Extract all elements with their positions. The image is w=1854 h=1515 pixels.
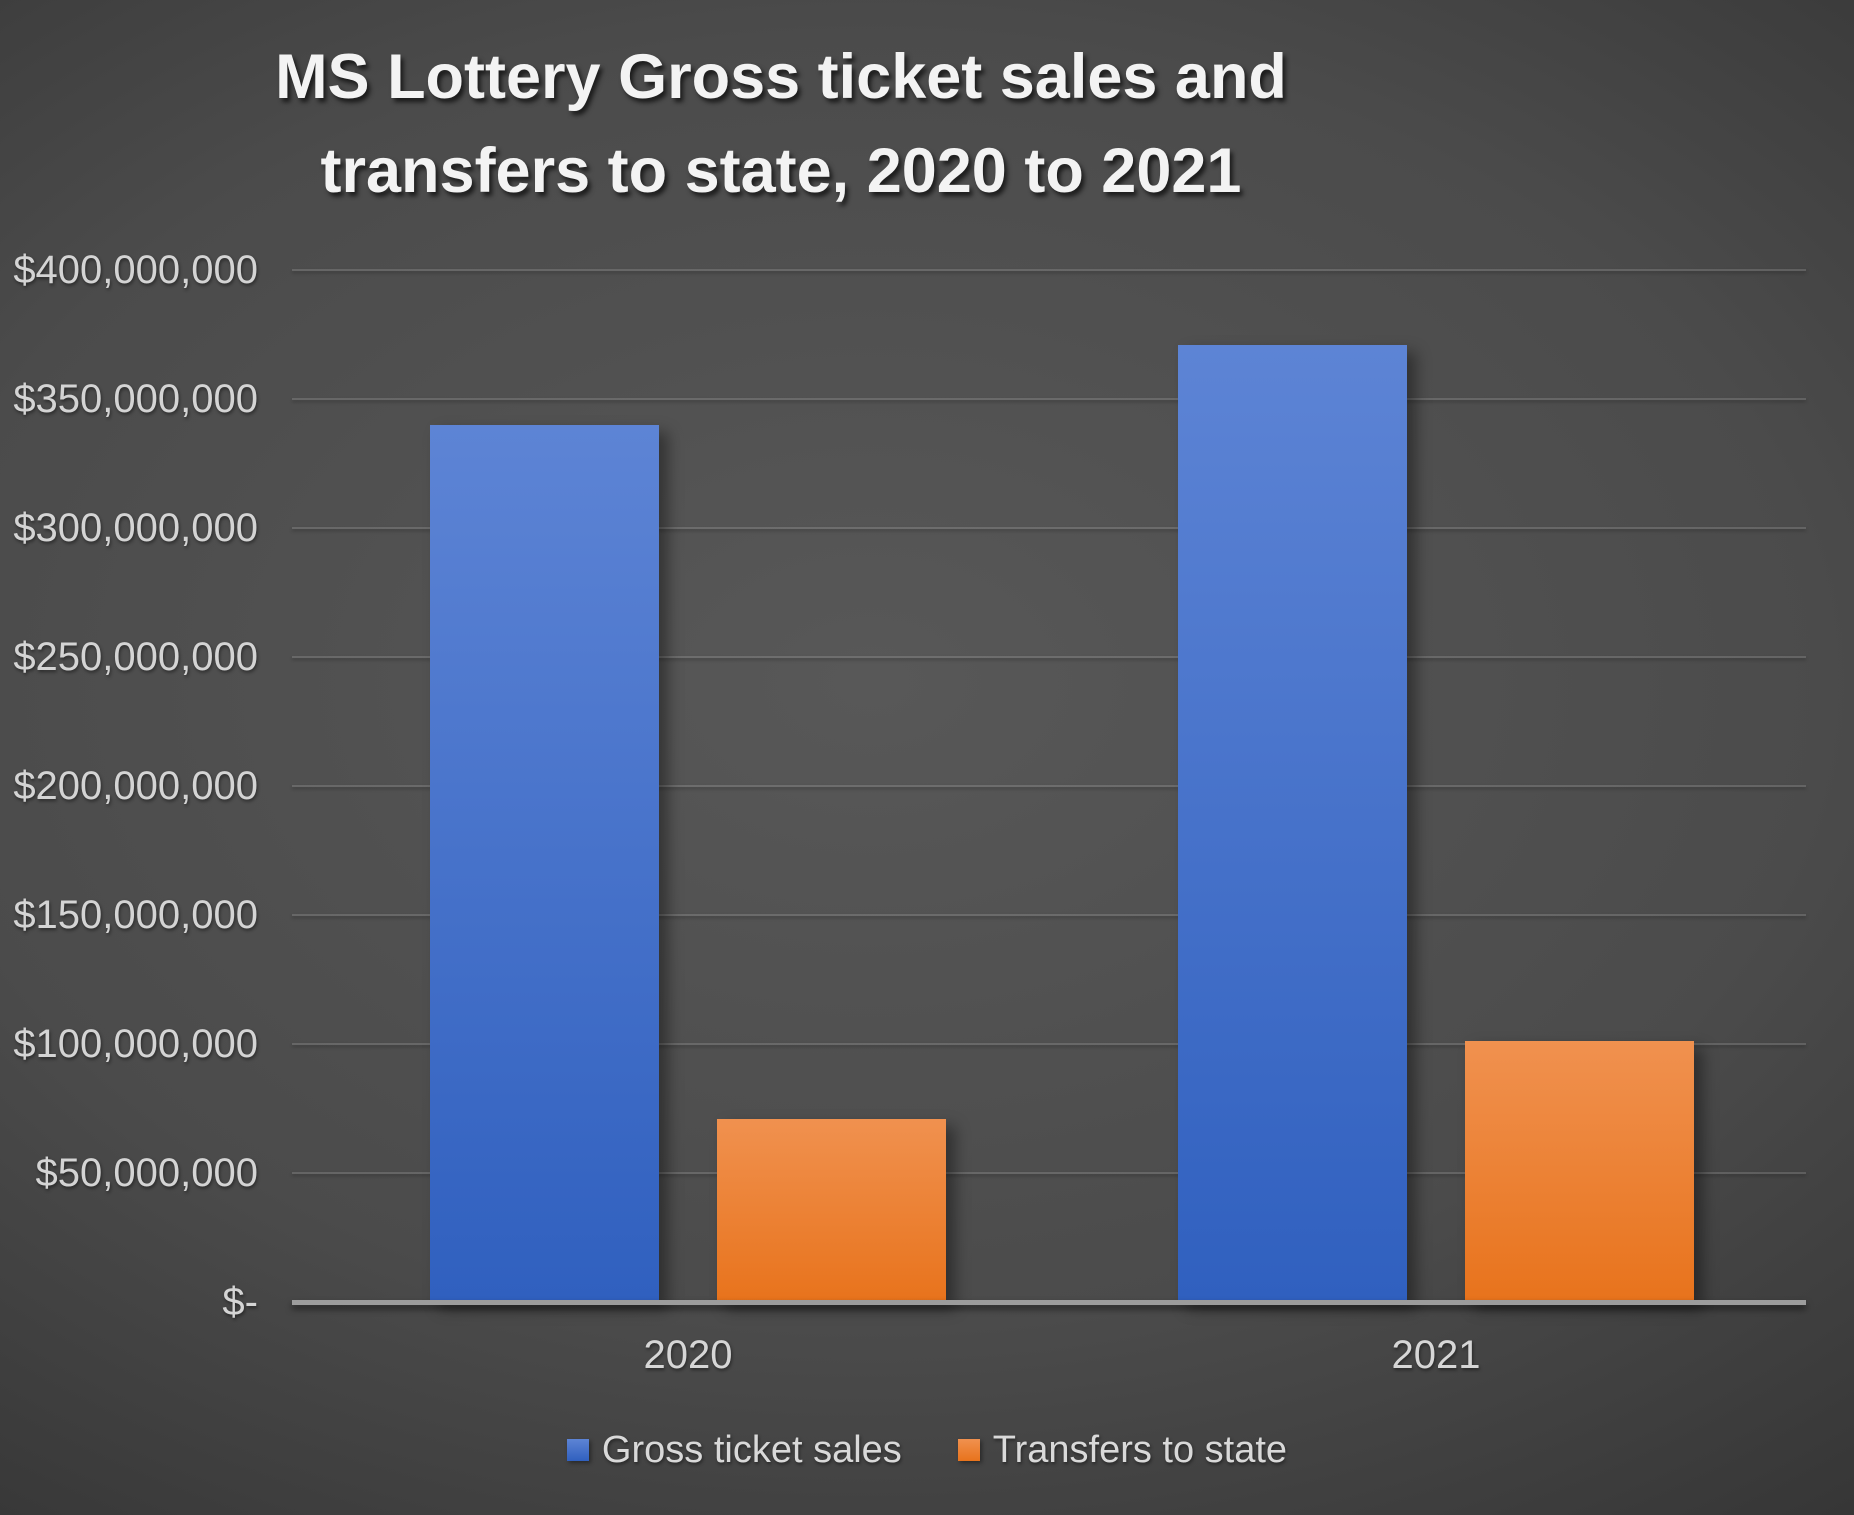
chart-title: MS Lottery Gross ticket sales and transf… [181, 30, 1381, 218]
bar-2020-gross-ticket-sales [430, 425, 659, 1302]
y-gridline-200000000 [292, 785, 1806, 787]
y-tick-label-200000000: $200,000,000 [13, 764, 258, 808]
legend-swatch-gross-ticket-sales [566, 1439, 589, 1461]
chart-title-line-1: MS Lottery Gross ticket sales and [275, 42, 1287, 112]
y-tick-label-100000000: $100,000,000 [13, 1022, 258, 1066]
bar-2021-transfers-to-state [1465, 1041, 1694, 1302]
bar-2020-transfers-to-state [717, 1119, 946, 1302]
y-gridline-100000000 [292, 1043, 1806, 1045]
legend-swatch-transfers-to-state [957, 1439, 980, 1461]
bar-2021-gross-ticket-sales [1178, 345, 1407, 1302]
legend: Gross ticket sales Transfers to state [0, 1422, 1854, 1478]
y-tick-label-350000000: $350,000,000 [13, 377, 258, 421]
legend-label-gross-ticket-sales: Gross ticket sales [601, 1428, 902, 1471]
y-gridline-50000000 [292, 1172, 1806, 1174]
y-gridline-400000000 [292, 269, 1806, 271]
chart-title-line-2: transfers to state, 2020 to 2021 [320, 136, 1242, 206]
y-tick-label-300000000: $300,000,000 [13, 506, 258, 550]
legend-item-gross-ticket-sales: Gross ticket sales [566, 1428, 902, 1472]
x-category-label-2020: 2020 [643, 1333, 733, 1377]
legend-label-transfers-to-state: Transfers to state [992, 1428, 1288, 1471]
x-axis-line [292, 1300, 1806, 1305]
y-tick-label-150000000: $150,000,000 [13, 893, 258, 937]
y-tick-label-50000000: $50,000,000 [35, 1151, 258, 1195]
y-tick-label-400000000: $400,000,000 [13, 248, 258, 292]
y-tick-label-250000000: $250,000,000 [13, 635, 258, 679]
y-tick-label-0: $- [222, 1280, 258, 1324]
x-category-label-2021: 2021 [1391, 1333, 1481, 1377]
y-gridline-150000000 [292, 914, 1806, 916]
legend-item-transfers-to-state: Transfers to state [957, 1428, 1288, 1472]
y-gridline-250000000 [292, 656, 1806, 658]
y-gridline-350000000 [292, 398, 1806, 400]
y-gridline-300000000 [292, 527, 1806, 529]
